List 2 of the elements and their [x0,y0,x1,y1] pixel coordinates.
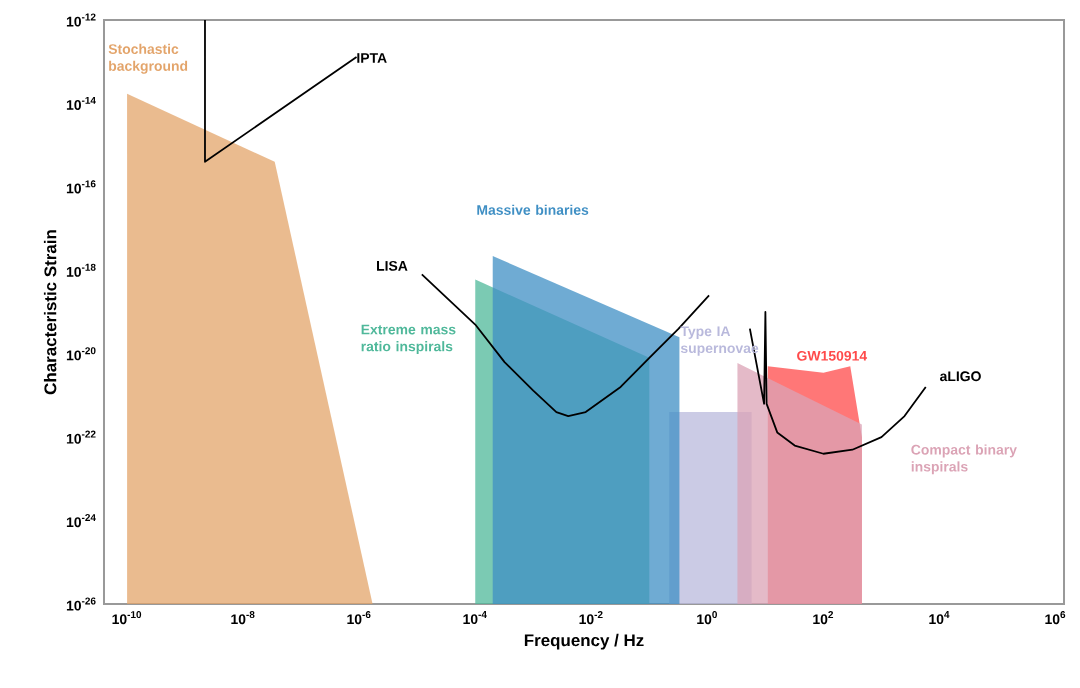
x-axis-title: Frequency / Hz [524,633,644,650]
y-axis-title: Characteristic Strain [43,230,57,395]
